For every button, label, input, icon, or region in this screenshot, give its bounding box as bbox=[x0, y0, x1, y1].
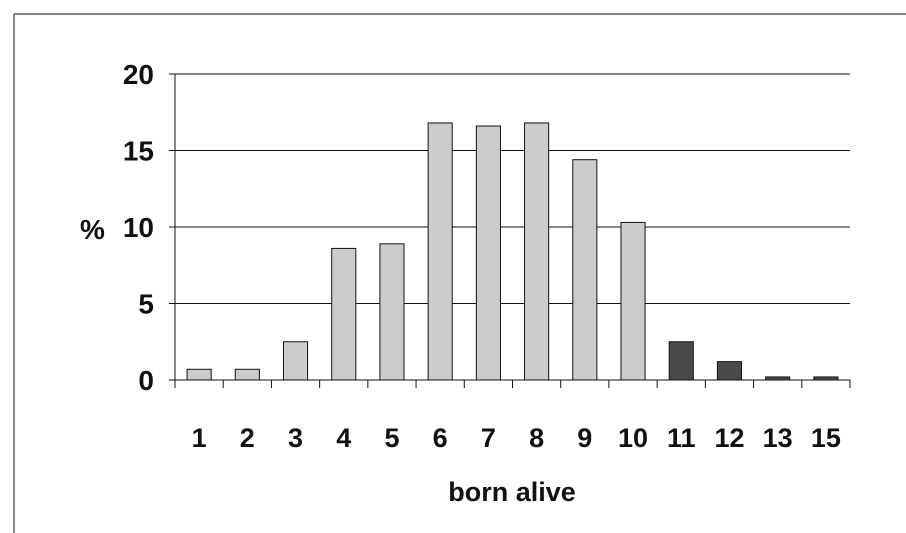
y-tick-label-20: 20 bbox=[123, 59, 154, 90]
x-tick-label-6: 6 bbox=[433, 423, 448, 453]
bar-7 bbox=[475, 125, 501, 381]
x-tick-label-15: 15 bbox=[811, 423, 841, 453]
x-tick-label-5: 5 bbox=[384, 423, 399, 453]
x-tick-label-13: 13 bbox=[763, 423, 793, 453]
bar-12 bbox=[716, 361, 743, 381]
x-tick-labels: 1 2 3 4 5 6 7 8 9 10 11 12 13 15 bbox=[192, 423, 841, 453]
bar-11 bbox=[668, 341, 694, 381]
gridlines bbox=[169, 73, 850, 381]
y-tick-label-0: 0 bbox=[138, 365, 154, 396]
y-tick-labels: 0 5 10 15 20 bbox=[123, 59, 154, 396]
x-tick-label-4: 4 bbox=[336, 423, 351, 453]
bar-3 bbox=[282, 341, 309, 381]
bar-9 bbox=[572, 159, 598, 381]
x-tick-label-8: 8 bbox=[529, 423, 544, 453]
bar-4 bbox=[331, 247, 357, 381]
x-tick-label-2: 2 bbox=[240, 423, 255, 453]
axes bbox=[174, 74, 851, 388]
x-tick-label-9: 9 bbox=[577, 423, 592, 453]
y-tick-label-10: 10 bbox=[123, 212, 154, 243]
x-tick-label-1: 1 bbox=[192, 423, 207, 453]
y-axis-label: % bbox=[80, 214, 105, 245]
y-tick-label-5: 5 bbox=[138, 289, 154, 320]
bar-10 bbox=[620, 221, 646, 381]
y-tick-label-15: 15 bbox=[123, 136, 154, 167]
x-tick-label-7: 7 bbox=[481, 423, 496, 453]
bar-5 bbox=[379, 243, 405, 381]
bar-8 bbox=[524, 122, 550, 381]
x-tick-label-10: 10 bbox=[618, 423, 648, 453]
x-axis-label: born alive bbox=[448, 477, 576, 507]
x-tick-label-12: 12 bbox=[714, 423, 744, 453]
bar-6 bbox=[427, 122, 453, 381]
x-tick-label-11: 11 bbox=[667, 423, 696, 453]
x-tick-label-3: 3 bbox=[288, 423, 303, 453]
bar-2 bbox=[234, 368, 260, 381]
bar-1 bbox=[186, 368, 212, 381]
